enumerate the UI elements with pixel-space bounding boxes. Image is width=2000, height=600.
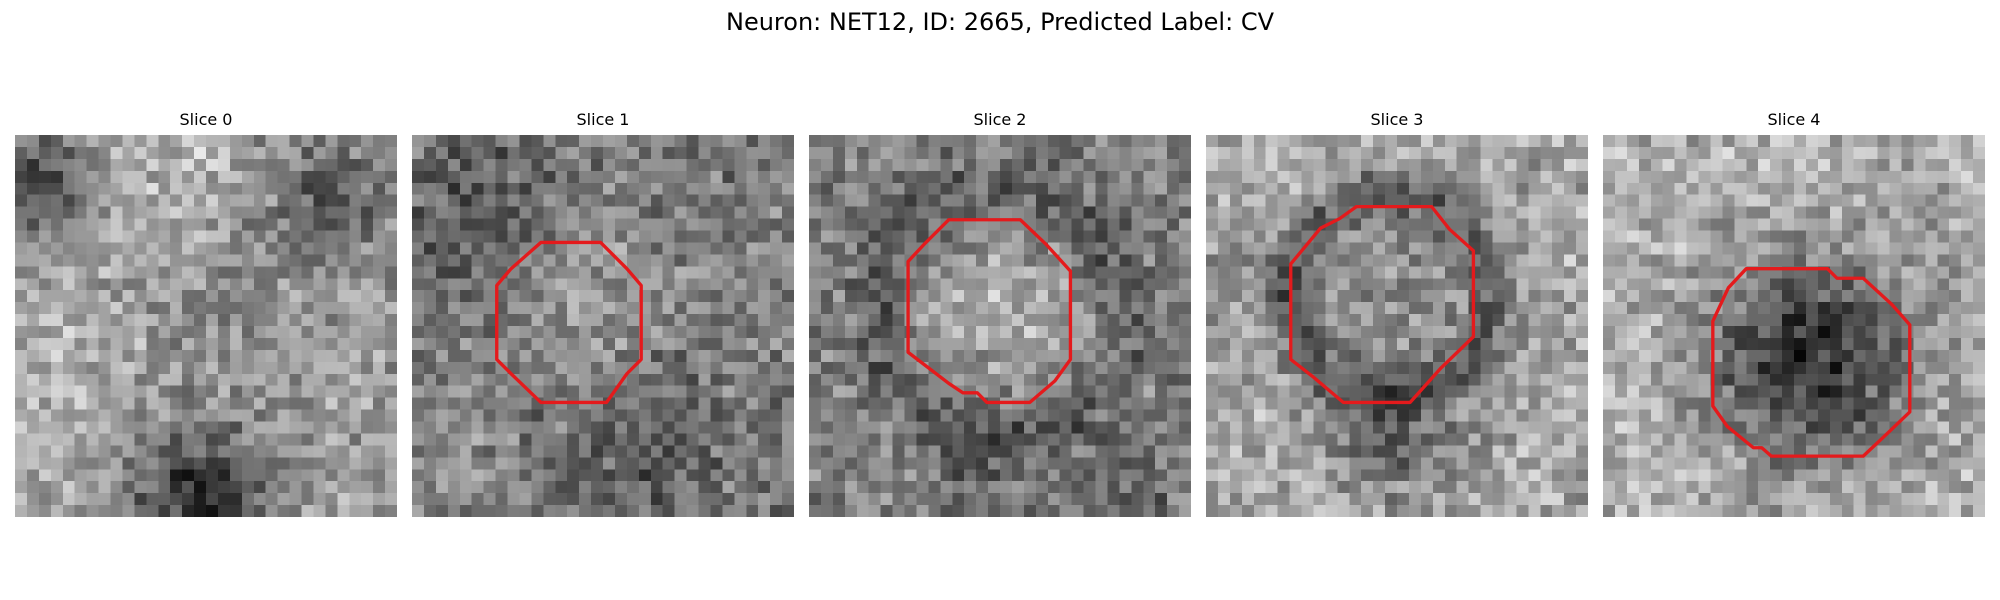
slice-panel-2: Slice 2 [809,0,1191,600]
slice-title: Slice 3 [1370,110,1424,129]
slice-image [412,135,794,517]
slice-title: Slice 0 [179,110,233,129]
pixel-grid [15,135,397,517]
slice-title: Slice 2 [973,110,1027,129]
segmentation-outline [1711,267,1912,458]
pixel-grid [809,135,1191,517]
pixel-grid [1603,135,1985,517]
segmentation-outline [1289,204,1476,405]
slice-panel-0: Slice 0 [15,0,397,600]
slice-title: Slice 4 [1767,110,1821,129]
slice-image [809,135,1191,517]
pixel-grid [412,135,794,517]
slice-image [1603,135,1985,517]
pixel-grid [1206,135,1588,517]
segmentation-outline [906,218,1073,405]
slice-image [15,135,397,517]
slice-image [1206,135,1588,517]
slice-title: Slice 1 [576,110,630,129]
slice-panel-4: Slice 4 [1603,0,1985,600]
figure-title: Neuron: NET12, ID: 2665, Predicted Label… [726,8,1274,36]
slice-panel-1: Slice 1 [412,0,794,600]
slice-panel-3: Slice 3 [1206,0,1588,600]
segmentation-outline [495,240,643,405]
